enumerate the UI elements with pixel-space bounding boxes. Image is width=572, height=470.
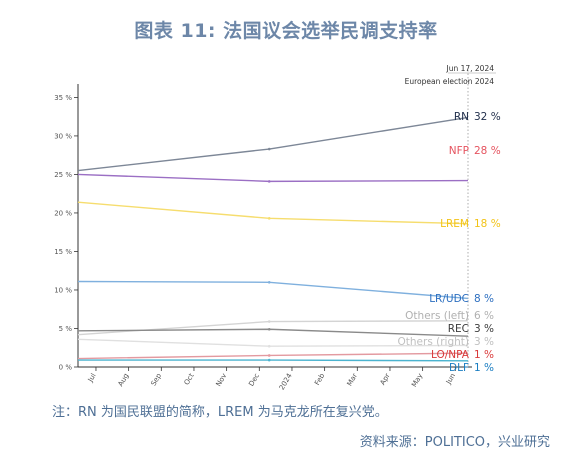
x-tick-label: Dec [247,372,261,388]
y-tick-label: 35 % [54,94,72,102]
annotation-text: European election 2024 [405,77,495,86]
x-tick-label: May [410,372,424,389]
series-value-label: 1 % [474,349,494,361]
x-tick-label: Apr [379,372,392,387]
x-tick-label: 2024 [278,372,294,392]
series-point [267,217,271,220]
series-line-lr-udc [77,280,469,300]
series-label: LR/UDC [429,293,469,305]
series-label: RN [454,111,469,123]
x-tick-label: Jun [444,372,457,386]
series-point [267,147,271,151]
series-line-rn [77,116,469,172]
x-tick-label: Sep [150,372,164,388]
x-tick-label: Aug [117,372,131,388]
annotation-date: Jun 17, 2024 [445,64,494,73]
chart-source: 资料来源：POLITICO，兴业研究 [359,435,550,450]
series-label: LO/NPA [431,349,470,361]
x-tick-label: Nov [215,372,229,388]
y-tick-label: 5 % [59,325,73,333]
y-tick-label: 20 % [54,209,72,217]
x-tick-label: Feb [313,372,326,387]
series-point [267,320,271,323]
series-value-label: 6 % [474,310,494,322]
y-tick-label: 25 % [54,171,72,179]
series-value-label: 3 % [474,336,494,348]
series-value-label: 8 % [474,293,494,305]
series-value-label: 18 % [474,218,501,230]
poll-line-chart: 0 % 5 % 10 % 15 % 20 % 25 % 30 % 35 % Jul Aug Sep O… [54,64,501,392]
series-value-label: 28 % [474,145,501,157]
page-title: 图表 11: 法国议会选举民调支持率 [134,20,438,42]
series-point [267,354,271,357]
series-value-label: 3 % [474,323,494,335]
series-point [267,327,271,331]
series-point [267,358,271,362]
series-line-others-left- [77,320,469,336]
chart-note: 注：RN 为国民联盟的简称，LREM 为马克龙所在复兴党。 [52,405,388,420]
y-tick-label: 10 % [54,286,72,294]
series-label: Others (left) [405,310,469,322]
series-point [267,344,271,348]
series-label: NFP [449,145,469,157]
series-value-label: 1 % [474,362,494,374]
y-tick-label: 0 % [59,364,73,372]
x-tick-label: Mar [345,372,359,388]
series-label: REC [448,323,469,335]
y-tick-label: 15 % [54,248,72,256]
series-line-dlf [77,359,469,362]
series-label: DLF [449,362,469,374]
series-value-label: 32 % [474,111,501,123]
series-line-lo-npa [77,352,469,360]
series-point [267,280,271,284]
series-line-nfp [77,173,469,183]
x-tick-label: Jul [86,372,98,384]
y-tick-label: 30 % [54,132,72,140]
series-point [267,180,271,183]
series-line-lrem [77,201,469,225]
x-tick-label: Oct [183,372,196,387]
series-label: LREM [440,218,469,230]
series-label: Others (right) [398,336,470,348]
